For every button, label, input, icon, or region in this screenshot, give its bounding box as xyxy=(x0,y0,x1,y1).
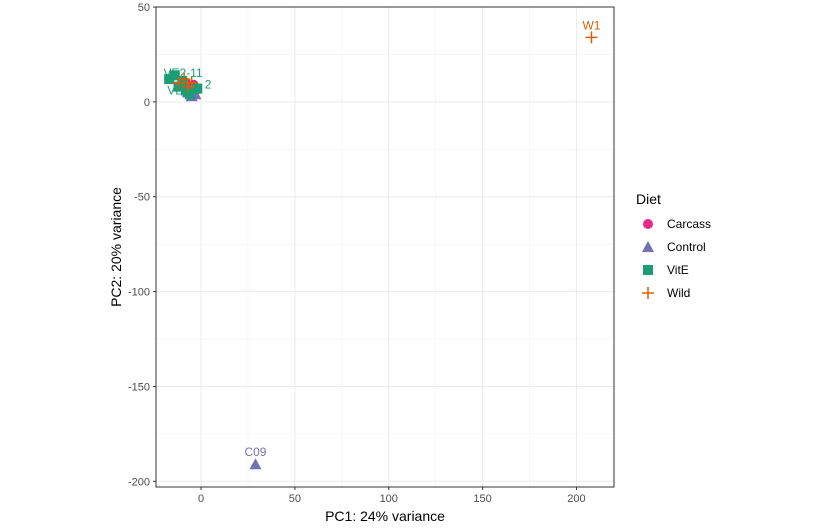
legend-entry-vite: VitE xyxy=(643,263,689,277)
legend-label: VitE xyxy=(667,263,689,277)
legend-key-vite xyxy=(643,265,653,275)
data-point-vite xyxy=(177,75,188,86)
major-gridlines xyxy=(156,6,614,487)
x-tick-label: 100 xyxy=(380,493,398,505)
y-tick-label: -150 xyxy=(128,381,150,393)
x-tick-label: 200 xyxy=(567,493,585,505)
point-label: 2 xyxy=(205,78,212,92)
legend-entry-wild: Wild xyxy=(642,286,690,300)
data-point-control xyxy=(249,458,262,470)
legend-entry-control: Control xyxy=(642,240,706,254)
x-tick-label: 150 xyxy=(473,493,491,505)
y-tick-label: -100 xyxy=(128,287,150,299)
point-label: VE2-11 xyxy=(164,66,203,80)
x-axis-ticks: 0 50 100 150 200 xyxy=(198,487,586,505)
legend-entries: Carcass Control VitE Wild xyxy=(642,217,711,300)
plot-panel-border xyxy=(155,6,615,488)
data-point-vite xyxy=(164,74,175,85)
legend-title: Diet xyxy=(636,191,661,207)
point-label: C09 xyxy=(244,445,266,459)
data-point-vite xyxy=(169,70,180,81)
legend-key-control xyxy=(642,241,654,252)
legend-label: Carcass xyxy=(667,217,711,231)
legend-key-carcass xyxy=(643,219,653,229)
y-tick-label: -50 xyxy=(134,192,150,204)
legend: Diet Carcass Control VitE Wild xyxy=(636,191,711,300)
y-axis-ticks: 50 0 -50 -100 -150 -200 xyxy=(128,2,156,488)
y-axis-title: PC2: 20% variance xyxy=(108,187,124,307)
data-point-wild xyxy=(185,76,198,89)
y-tick-label: -200 xyxy=(128,476,150,488)
legend-label: Wild xyxy=(667,286,690,300)
point-labels: C09 W1 VE2-112 VE xyxy=(164,18,601,459)
point-label: W1 xyxy=(582,18,600,32)
plot-panel-background xyxy=(156,7,614,487)
minor-gridlines xyxy=(156,7,614,487)
data-point-vite xyxy=(184,89,195,100)
x-tick-label: 0 xyxy=(198,493,204,505)
legend-key-wild xyxy=(642,287,654,299)
y-tick-label: 0 xyxy=(144,97,150,109)
x-tick-label: 50 xyxy=(289,493,301,505)
x-axis-title: PC1: 24% variance xyxy=(325,508,445,524)
y-tick-label: 50 xyxy=(138,2,150,14)
data-point-wild xyxy=(585,31,598,44)
data-point-wild xyxy=(172,76,185,89)
point-label: VE xyxy=(167,83,183,97)
legend-label: Control xyxy=(667,240,706,254)
data-points xyxy=(164,31,598,470)
legend-entry-carcass: Carcass xyxy=(643,217,711,231)
data-point-vite xyxy=(192,83,203,94)
